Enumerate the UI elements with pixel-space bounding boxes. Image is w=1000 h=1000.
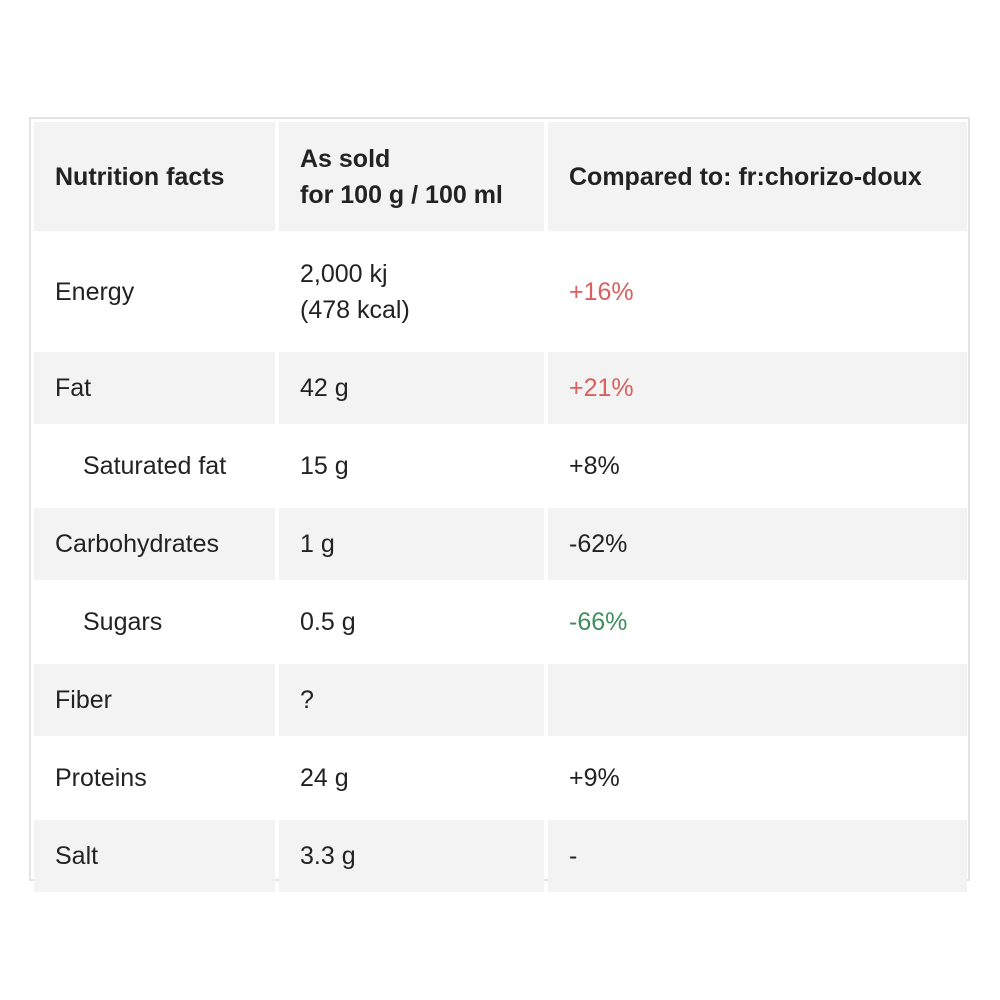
nutrient-value-line1: 2,000 kj (300, 259, 388, 288)
header-as-sold-line2: for 100 g / 100 ml (300, 180, 503, 209)
nutrient-value-line2: (478 kcal) (300, 295, 410, 324)
nutrient-value: 0.5 g (279, 584, 544, 660)
nutrient-compare: +21% (548, 352, 967, 424)
nutrient-name: Energy (34, 235, 275, 348)
nutrient-name: Fiber (34, 664, 275, 736)
nutrient-value: 3.3 g (279, 820, 544, 892)
nutrient-compare: +8% (548, 428, 967, 504)
table-row-salt: Salt 3.3 g - (34, 820, 967, 892)
nutrient-value: ? (279, 664, 544, 736)
nutrition-table-container: Nutrition facts As sold for 100 g / 100 … (29, 117, 970, 892)
header-as-sold: As sold for 100 g / 100 ml (279, 122, 544, 231)
nutrient-compare: -62% (548, 508, 967, 580)
nutrient-name: Saturated fat (34, 428, 275, 504)
table-row-proteins: Proteins 24 g +9% (34, 740, 967, 816)
header-as-sold-line1: As sold (300, 144, 391, 173)
nutrient-compare: - (548, 820, 967, 892)
nutrient-name: Sugars (34, 584, 275, 660)
nutrient-compare: +9% (548, 740, 967, 816)
nutrient-compare (548, 664, 967, 736)
header-compared-to: Compared to: fr:chorizo-doux (548, 122, 967, 231)
table-row-carbohydrates: Carbohydrates 1 g -62% (34, 508, 967, 580)
header-nutrition-facts: Nutrition facts (34, 122, 275, 231)
nutrient-name: Carbohydrates (34, 508, 275, 580)
nutrient-value: 1 g (279, 508, 544, 580)
nutrient-value: 42 g (279, 352, 544, 424)
nutrient-name: Fat (34, 352, 275, 424)
nutrient-value: 2,000 kj (478 kcal) (279, 235, 544, 348)
nutrient-compare: +16% (548, 235, 967, 348)
nutrient-compare: -66% (548, 584, 967, 660)
nutrition-table: Nutrition facts As sold for 100 g / 100 … (30, 118, 971, 896)
nutrient-value: 15 g (279, 428, 544, 504)
table-row-fiber: Fiber ? (34, 664, 967, 736)
nutrient-name: Proteins (34, 740, 275, 816)
nutrient-name: Salt (34, 820, 275, 892)
table-row-sugars: Sugars 0.5 g -66% (34, 584, 967, 660)
table-row-energy: Energy 2,000 kj (478 kcal) +16% (34, 235, 967, 348)
table-row-fat: Fat 42 g +21% (34, 352, 967, 424)
table-header-row: Nutrition facts As sold for 100 g / 100 … (34, 122, 967, 231)
nutrient-value: 24 g (279, 740, 544, 816)
table-row-saturated-fat: Saturated fat 15 g +8% (34, 428, 967, 504)
